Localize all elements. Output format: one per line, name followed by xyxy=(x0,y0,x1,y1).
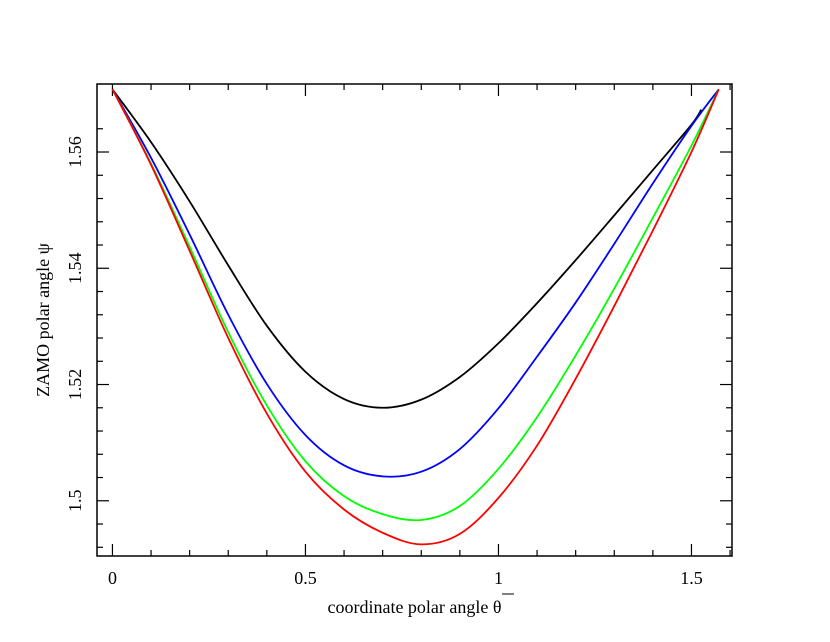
y-tick-label: 1.56 xyxy=(65,136,85,168)
x-tick-label: 0 xyxy=(108,568,117,588)
tick-labels: 0 0.5 1 1.5 1.5 1.52 1.54 1.56 xyxy=(65,136,703,588)
series-line-1 xyxy=(111,88,703,409)
series-lines xyxy=(111,88,720,546)
y-axis-label: ZAMO polar angle ψ xyxy=(33,242,53,396)
y-tick-label: 1.54 xyxy=(65,253,85,285)
x-tick-label: 1 xyxy=(494,568,503,588)
series-line-4 xyxy=(111,88,720,546)
x-axis-label: coordinate polar angle θ xyxy=(327,597,501,617)
y-tick-label: 1.52 xyxy=(65,369,85,401)
series-line-3 xyxy=(111,88,720,522)
y-tick-label: 1.5 xyxy=(65,490,85,513)
plot-frame xyxy=(96,83,733,557)
axis-ticks xyxy=(97,84,732,556)
x-tick-label: 0.5 xyxy=(294,568,317,588)
x-tick-label: 1.5 xyxy=(680,568,703,588)
series-line-2 xyxy=(111,88,720,478)
